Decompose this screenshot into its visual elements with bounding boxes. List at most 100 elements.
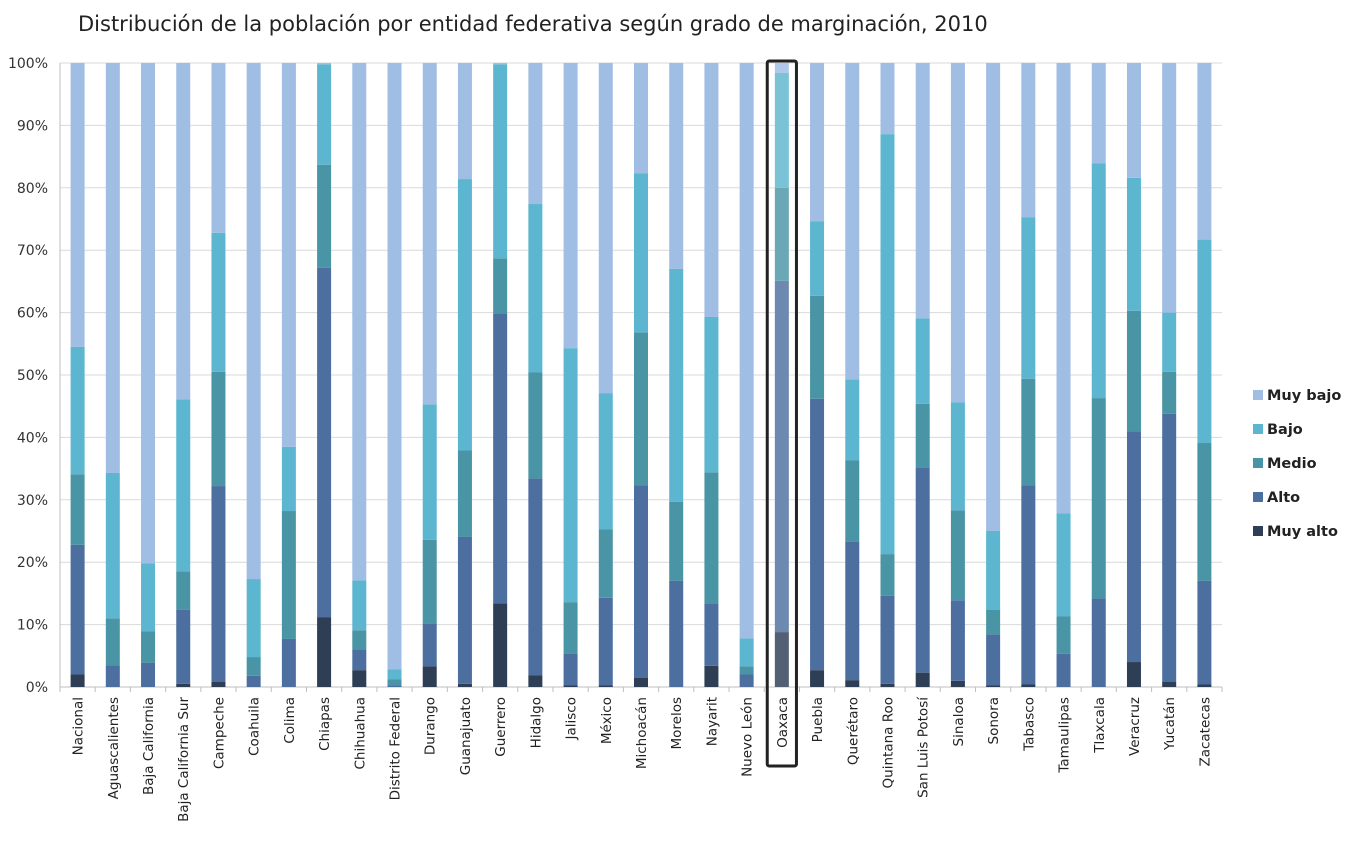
x-tick-label-durango: Durango <box>423 697 439 755</box>
bar-queretaro-bajo <box>845 379 860 461</box>
bar-tamaulipas-medio <box>1056 616 1071 654</box>
bar-guanajuato-muy-bajo <box>457 63 472 180</box>
bar-michoacan-alto <box>634 485 648 678</box>
y-tick-label: 70% <box>17 243 48 259</box>
legend-swatch-muy-alto <box>1253 526 1263 536</box>
x-tick-label-tabasco: Tabasco <box>1021 697 1037 752</box>
x-tick-label-guanajuato: Guanajuato <box>458 697 474 775</box>
bar-guanajuato-alto <box>457 536 472 684</box>
bar-sonora-muy-alto <box>986 685 1001 687</box>
bar-baja-california-sur-alto <box>176 609 191 684</box>
bar-jalisco-muy-alto <box>563 685 578 687</box>
bar-nacional-medio <box>70 474 85 545</box>
y-axis: 0% 10% 20% 30% 40% 50% 60% 70% 80% 90% 100% <box>8 56 48 696</box>
bar-michoacan-muy-alto <box>634 677 648 687</box>
bar-aguascalientes-medio <box>105 618 120 666</box>
bar-puebla-alto <box>810 398 825 671</box>
x-tick-label-zacatecas: Zacatecas <box>1197 697 1213 767</box>
bar-tabasco-muy-bajo <box>1021 63 1036 218</box>
legend-label-medio: Medio <box>1267 456 1317 472</box>
x-tick-label-coahuila: Coahuila <box>247 697 263 756</box>
x-tick-label-mexico: México <box>599 697 615 744</box>
bar-sinaloa-muy-alto <box>950 680 965 687</box>
bar-nuevo-leon-medio <box>739 666 754 675</box>
bar-oaxaca-muy-bajo <box>774 63 789 73</box>
bar-chiapas-bajo <box>317 64 332 165</box>
bar-baja-california-sur-muy-alto <box>176 683 191 687</box>
bar-sinaloa-medio <box>950 510 965 601</box>
bar-veracruz-alto <box>1126 431 1141 663</box>
bar-distrito-federal-alto <box>387 685 402 687</box>
bar-chiapas-alto <box>317 267 332 618</box>
bar-chihuahua-medio <box>352 630 367 650</box>
legend-label-muy-alto: Muy alto <box>1267 524 1338 540</box>
bar-jalisco-bajo <box>563 348 578 603</box>
bar-campeche-muy-bajo <box>211 63 226 233</box>
bar-sinaloa-alto <box>950 600 965 681</box>
bar-durango-alto <box>422 623 437 667</box>
y-tick-label: 20% <box>17 555 48 571</box>
bar-nacional-muy-bajo <box>70 63 85 347</box>
bar-michoacan-muy-bajo <box>634 63 648 174</box>
x-tick-label-michoacan: Michoacán <box>634 697 650 769</box>
bar-campeche-muy-alto <box>211 682 226 687</box>
bar-guanajuato-medio <box>457 450 472 537</box>
x-tick-label-distrito-federal: Distrito Federal <box>388 697 404 800</box>
x-tick-label-chihuahua: Chihuahua <box>352 697 368 770</box>
x-axis: Nacional Aguascalientes Baja California Baj… <box>59 687 1223 822</box>
bar-puebla-muy-alto <box>810 670 825 687</box>
legend-swatch-bajo <box>1253 424 1263 434</box>
x-tick-label-oaxaca: Oaxaca <box>775 697 791 748</box>
legend-swatch-alto <box>1253 492 1263 502</box>
bar-tabasco-medio <box>1021 378 1036 486</box>
x-tick-label-san-luis-potosi: San Luis Potosí <box>916 696 932 798</box>
bar-mexico-muy-bajo <box>598 63 613 394</box>
x-tick-label-puebla: Puebla <box>810 697 826 742</box>
bar-zacatecas-medio <box>1197 443 1212 581</box>
x-tick-label-campeche: Campeche <box>211 697 227 769</box>
bars <box>70 63 1212 687</box>
bar-distrito-federal-medio <box>387 679 402 686</box>
bar-oaxaca-bajo <box>774 72 789 188</box>
bar-quintana-roo-muy-bajo <box>880 63 895 135</box>
legend-label-alto: Alto <box>1267 490 1300 506</box>
bar-aguascalientes-alto <box>105 665 120 687</box>
bar-hidalgo-alto <box>528 478 543 676</box>
y-tick-label: 30% <box>17 493 48 509</box>
bar-nuevo-leon-bajo <box>739 638 754 667</box>
bar-quintana-roo-alto <box>880 595 895 684</box>
bar-morelos-medio <box>669 501 684 581</box>
bar-quintana-roo-muy-alto <box>880 683 895 687</box>
y-tick-label: 100% <box>8 56 48 72</box>
legend-label-muy-bajo: Muy bajo <box>1267 388 1341 404</box>
bar-coahuila-muy-bajo <box>246 63 261 580</box>
bar-nacional-alto <box>70 544 85 675</box>
bar-nacional-bajo <box>70 346 85 475</box>
legend-swatch-muy-bajo <box>1253 390 1263 400</box>
bar-queretaro-muy-alto <box>845 680 860 687</box>
bar-queretaro-medio <box>845 460 860 542</box>
x-tick-label-baja-california-sur: Baja California Sur <box>176 697 192 822</box>
bar-guerrero-alto <box>493 313 508 604</box>
bar-mexico-medio <box>598 529 613 598</box>
bar-durango-muy-bajo <box>422 63 437 405</box>
x-tick-label-sonora: Sonora <box>986 697 1002 744</box>
bar-chiapas-medio <box>317 164 332 268</box>
bar-coahuila-alto <box>246 675 261 687</box>
bar-durango-bajo <box>422 404 437 540</box>
bar-quintana-roo-medio <box>880 554 895 596</box>
bar-colima-alto <box>281 638 296 687</box>
bar-morelos-bajo <box>669 268 684 502</box>
y-tick-label: 60% <box>17 306 48 322</box>
x-tick-label-jalisco: Jalisco <box>564 697 580 740</box>
bar-zacatecas-alto <box>1197 580 1212 685</box>
y-tick-label: 50% <box>17 368 48 384</box>
bar-yucatan-medio <box>1162 371 1177 414</box>
legend: Muy bajo Bajo Medio Alto Muy alto <box>1253 388 1341 540</box>
bar-jalisco-alto <box>563 653 578 686</box>
bar-yucatan-alto <box>1162 413 1177 683</box>
x-tick-label-sinaloa: Sinaloa <box>951 697 967 746</box>
highlight-veil <box>767 63 797 687</box>
bar-tabasco-alto <box>1021 485 1036 685</box>
